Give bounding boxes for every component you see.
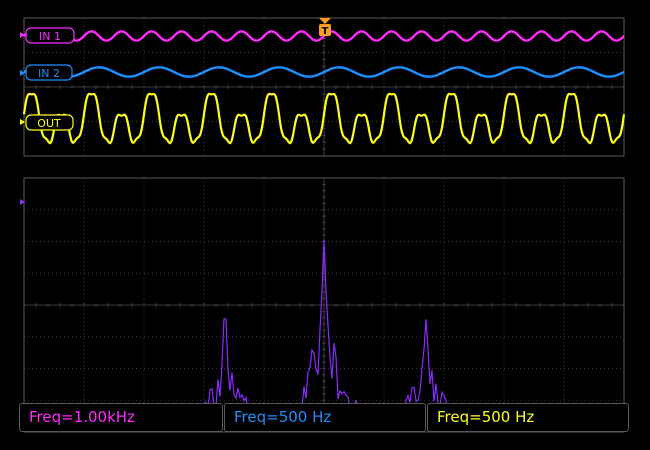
out-waveform — [22, 92, 626, 145]
trigger-label: T — [322, 26, 329, 37]
out-label-text: OUT — [37, 117, 61, 130]
trigger-arrow-icon — [319, 18, 331, 24]
out-ground-marker — [20, 119, 25, 125]
trigger-flag — [319, 24, 331, 36]
out-label-box — [25, 114, 74, 131]
in2-waveform — [23, 66, 625, 78]
measurement-ch1-freq: Freq=1.00kHz — [19, 403, 223, 432]
grid-border — [23, 177, 625, 433]
fft-reference-marker — [20, 199, 25, 205]
ch2-label-box — [25, 64, 73, 81]
measurement-out-freq: Freq=500 Hz — [427, 403, 629, 432]
ch1-ground-marker — [20, 32, 25, 38]
ch1-label-text: IN 1 — [39, 30, 61, 43]
channel-label-in2[interactable]: IN 2 — [20, 64, 73, 81]
trigger-marker[interactable]: T — [319, 18, 331, 37]
channel-label-in1[interactable]: IN 1 — [20, 27, 75, 44]
ch2-label-text: IN 2 — [38, 67, 60, 80]
channel-label-out[interactable]: OUT — [20, 114, 74, 131]
ch1-label-box — [25, 27, 75, 44]
ch2-ground-marker — [20, 70, 25, 76]
measurement-ch2-freq: Freq=500 Hz — [224, 403, 426, 432]
fft-grid — [23, 177, 625, 433]
